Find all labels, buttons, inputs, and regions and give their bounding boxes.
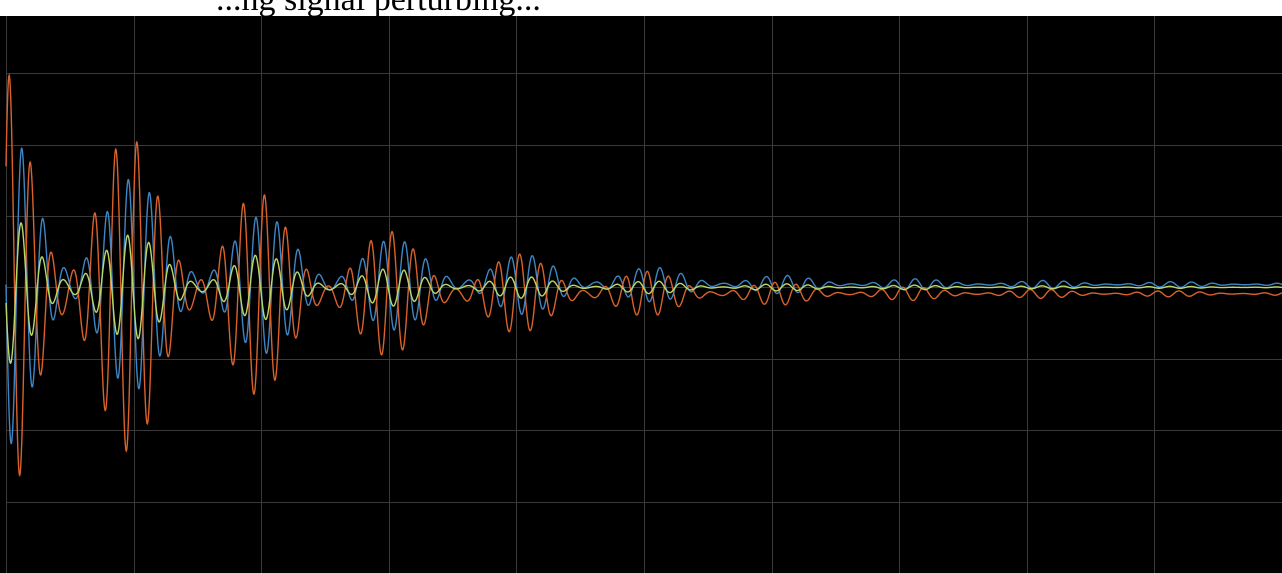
series-line-3 (5, 222, 1282, 365)
caption-strip: ...ng signal perturbing... (0, 0, 1282, 16)
waveform-chart (0, 16, 1282, 573)
series-line-2 (5, 73, 1282, 477)
plot-area (0, 16, 1282, 573)
plot-background (0, 16, 1282, 573)
caption-text: ...ng signal perturbing... (216, 0, 541, 16)
